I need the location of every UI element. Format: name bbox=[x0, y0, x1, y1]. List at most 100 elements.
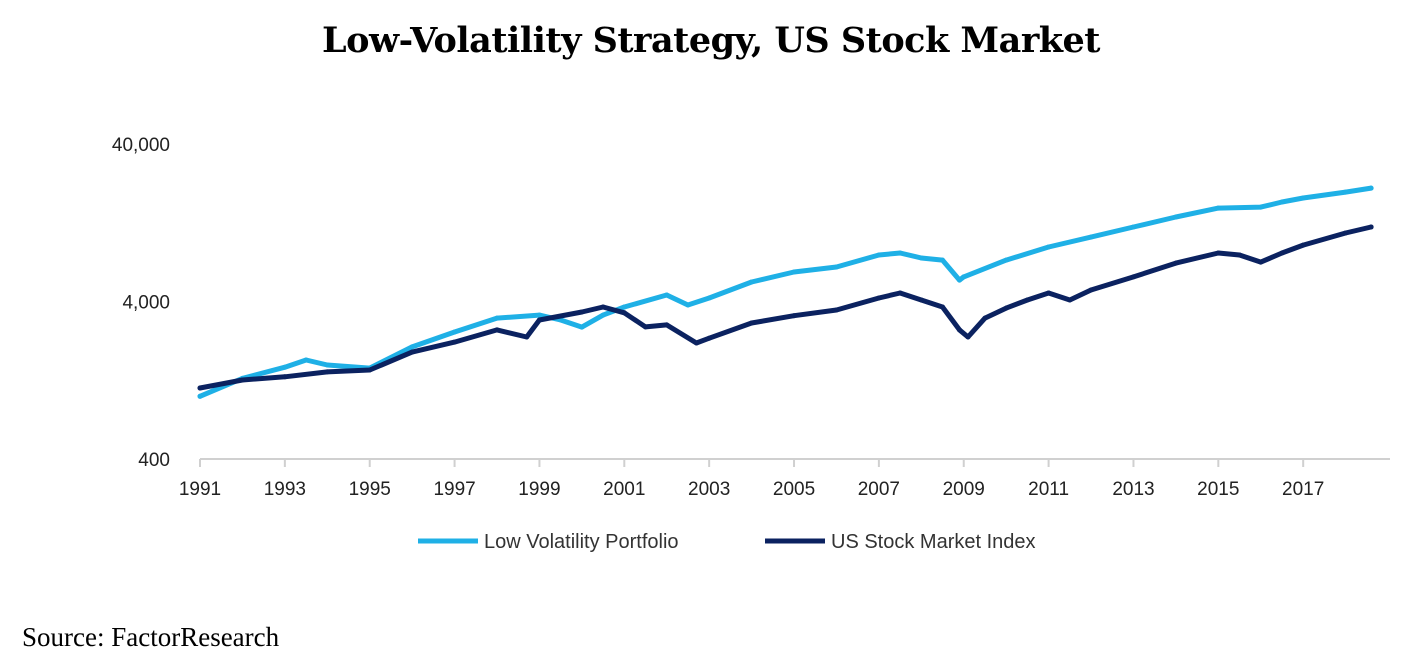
data-point bbox=[1300, 242, 1306, 248]
data-point bbox=[282, 374, 288, 380]
data-point bbox=[1173, 214, 1179, 220]
data-point bbox=[749, 320, 755, 326]
data-point bbox=[897, 250, 903, 256]
data-point bbox=[1046, 244, 1052, 250]
x-tick-label: 1997 bbox=[433, 479, 475, 500]
data-point bbox=[791, 269, 797, 275]
x-tick-label: 1991 bbox=[179, 479, 221, 500]
data-point bbox=[1046, 290, 1052, 296]
data-point bbox=[282, 364, 288, 370]
data-point bbox=[965, 334, 971, 340]
data-point bbox=[1343, 189, 1349, 195]
data-point bbox=[1343, 230, 1349, 236]
data-point bbox=[452, 329, 458, 335]
data-point bbox=[1088, 234, 1094, 240]
data-point bbox=[303, 357, 309, 363]
data-point bbox=[579, 309, 585, 315]
data-point bbox=[600, 312, 606, 318]
data-point bbox=[961, 274, 967, 280]
data-point bbox=[494, 327, 500, 333]
legend: Low Volatility Portfolio US Stock Market … bbox=[418, 531, 1036, 553]
data-point bbox=[834, 264, 839, 270]
x-tick-label: 2001 bbox=[603, 479, 645, 500]
data-point bbox=[664, 322, 670, 328]
data-point bbox=[1024, 297, 1030, 303]
data-point bbox=[749, 279, 755, 285]
data-point bbox=[918, 255, 924, 261]
data-point bbox=[1300, 195, 1306, 201]
data-point bbox=[1088, 287, 1094, 293]
series-lines bbox=[197, 185, 1374, 399]
data-point bbox=[876, 295, 882, 301]
data-point bbox=[685, 302, 691, 308]
x-tick-label: 2009 bbox=[943, 479, 985, 500]
y-tick-label: 40,000 bbox=[112, 135, 170, 156]
data-point bbox=[664, 292, 670, 298]
data-point bbox=[621, 310, 627, 316]
data-point bbox=[1215, 205, 1221, 211]
x-tick-label: 2011 bbox=[1028, 479, 1069, 500]
data-point bbox=[791, 313, 797, 319]
data-point bbox=[367, 367, 373, 373]
data-point bbox=[897, 290, 903, 296]
data-point bbox=[706, 295, 712, 301]
data-point bbox=[600, 304, 606, 310]
data-point bbox=[494, 315, 500, 321]
axes: 1991 1993 1995 1997 1999 2001 2003 2005 2007 2009… bbox=[112, 135, 1390, 500]
data-point bbox=[409, 344, 415, 350]
data-point bbox=[452, 339, 458, 345]
data-point bbox=[621, 304, 627, 310]
data-point bbox=[1215, 250, 1221, 256]
x-tick-label: 2007 bbox=[858, 479, 900, 500]
x-tick-label: 1993 bbox=[264, 479, 306, 500]
data-point bbox=[693, 340, 699, 346]
data-point bbox=[940, 304, 945, 310]
data-point bbox=[834, 307, 839, 313]
data-point bbox=[579, 324, 585, 330]
data-point bbox=[918, 297, 924, 303]
data-point bbox=[982, 315, 988, 321]
data-point bbox=[957, 327, 962, 333]
data-point bbox=[1279, 250, 1285, 256]
data-point bbox=[197, 385, 203, 391]
data-point bbox=[1131, 224, 1136, 230]
x-tick-label: 2017 bbox=[1282, 479, 1324, 500]
x-tick-label: 2005 bbox=[773, 479, 815, 500]
y-tick-label: 400 bbox=[138, 450, 170, 471]
x-tick-label: 1999 bbox=[518, 479, 560, 500]
data-point bbox=[1003, 305, 1009, 311]
data-point bbox=[706, 335, 712, 341]
data-point bbox=[957, 277, 962, 283]
data-point bbox=[197, 393, 203, 399]
x-tick-label: 2003 bbox=[688, 479, 730, 500]
x-tick-label: 2013 bbox=[1112, 479, 1154, 500]
data-point bbox=[1067, 297, 1073, 303]
x-tick-label: 2015 bbox=[1197, 479, 1239, 500]
data-point bbox=[643, 324, 648, 330]
data-point bbox=[1003, 257, 1009, 263]
data-point bbox=[536, 312, 542, 318]
data-point bbox=[1131, 274, 1136, 280]
legend-label: US Stock Market Index bbox=[831, 531, 1036, 553]
data-point bbox=[1173, 260, 1179, 266]
legend-label: Low Volatility Portfolio bbox=[484, 531, 679, 553]
data-point bbox=[876, 252, 882, 258]
data-point bbox=[324, 369, 330, 375]
x-tick-label: 1995 bbox=[349, 479, 391, 500]
data-point bbox=[1368, 185, 1374, 191]
source-note: Source: FactorResearch bbox=[22, 622, 280, 652]
data-point bbox=[1237, 252, 1242, 258]
data-point bbox=[409, 349, 415, 355]
data-point bbox=[536, 317, 542, 323]
data-point bbox=[1279, 199, 1285, 205]
data-point bbox=[1258, 204, 1264, 210]
data-point bbox=[940, 257, 945, 263]
data-point bbox=[324, 362, 330, 368]
data-point bbox=[524, 334, 530, 340]
y-tick-label: 4,000 bbox=[122, 293, 170, 314]
data-point bbox=[1368, 224, 1374, 230]
chart-title: Low-Volatility Strategy, US Stock Market bbox=[322, 20, 1100, 61]
data-point bbox=[1258, 259, 1264, 265]
data-point bbox=[239, 377, 245, 383]
